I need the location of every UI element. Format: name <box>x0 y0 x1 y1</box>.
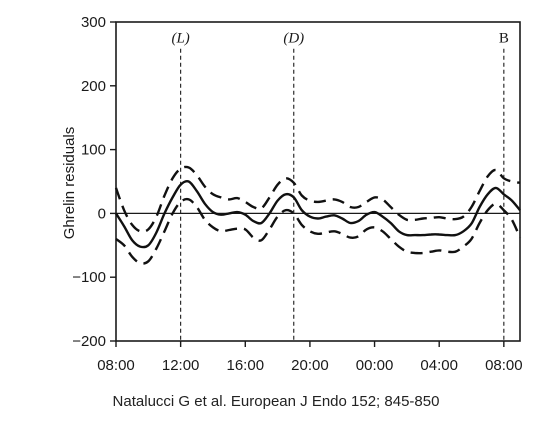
y-tick-label: −100 <box>72 269 106 286</box>
meal-marker-label: B <box>499 30 509 46</box>
y-tick-label: 300 <box>81 14 106 31</box>
series-group <box>114 165 522 265</box>
mean-curve <box>114 179 521 249</box>
plot-frame <box>115 21 521 342</box>
x-axis: 08:00 12:00 16:00 20:00 00:00 04:00 08:00 <box>97 341 523 374</box>
x-tick-label: 00:00 <box>356 357 394 374</box>
x-tick-label: 12:00 <box>162 357 200 374</box>
y-tick-label: 100 <box>81 142 106 159</box>
confidence-band-curve <box>115 197 522 265</box>
y-tick-label: 0 <box>98 205 106 222</box>
x-tick-label: 16:00 <box>227 357 265 374</box>
confidence-band-curve <box>114 165 521 233</box>
x-tick-label: 04:00 <box>420 357 458 374</box>
citation: Natalucci G et al. European J Endo 152; … <box>112 393 440 410</box>
meal-marker-lines: (L) (D) B <box>171 30 509 341</box>
y-tick-label: 200 <box>81 78 106 95</box>
meal-marker-label: (D) <box>283 30 304 46</box>
y-tick-label: −200 <box>72 333 106 350</box>
y-axis-label: Ghrelin residuals <box>61 127 78 240</box>
y-axis: 300 200 100 0 −100 −200 <box>72 14 116 350</box>
x-tick-label: 20:00 <box>291 357 329 374</box>
meal-marker-label: (L) <box>171 30 189 46</box>
x-tick-label: 08:00 <box>485 357 523 374</box>
x-tick-label: 08:00 <box>97 357 135 374</box>
